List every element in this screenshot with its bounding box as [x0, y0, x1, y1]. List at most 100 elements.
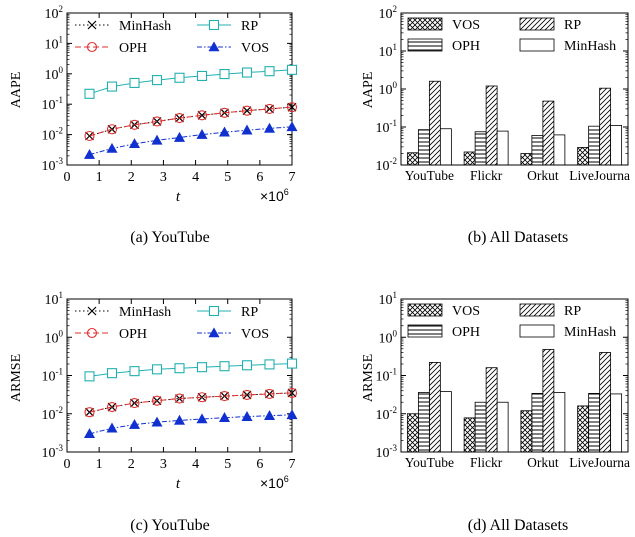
panel-d-bar-oph — [588, 393, 601, 453]
panel-c-vos-marker-triangle — [173, 414, 186, 425]
panel-a-minhash-marker-x — [242, 106, 252, 116]
panel-a-vos-marker-triangle — [196, 128, 208, 139]
panel-c-legend-label-vos: VOS — [241, 327, 269, 342]
panel-a-vos-marker-triangle — [83, 148, 96, 159]
panel-d-bar-minhash — [496, 401, 509, 453]
panel-a-vos-marker-triangle — [263, 122, 276, 133]
panel-a-xtick-label: 0 — [64, 170, 71, 185]
panel-a-rp-marker-square — [219, 69, 230, 80]
panel-c-multiplier-exp: 6 — [284, 474, 289, 484]
panel-c-ytick-label: 10-1 — [42, 367, 64, 385]
panel-d-legend-label-minhash: MinHash — [564, 325, 616, 340]
panel-a-multiplier-base: ×10 — [260, 188, 284, 204]
panel-c-oph-marker-circle — [286, 387, 298, 398]
panel-b-bar-oph — [474, 131, 487, 166]
panel-c-vos-marker-triangle — [83, 428, 96, 439]
panel-b-xtick-label: Orkut — [527, 168, 559, 183]
panel-a-vos-marker-triangle — [286, 121, 298, 132]
panel-a-xtick-label: 3 — [160, 170, 167, 185]
panel-a-rp-marker-square — [106, 81, 118, 92]
panel-c-caption: (c) YouTube — [130, 517, 209, 534]
panel-b-ytick-label: 100 — [379, 80, 398, 98]
panel-d-legend-label-rp: RP — [564, 304, 581, 319]
panel-d-legend-swatch-oph — [407, 324, 443, 338]
panel-b-ytick-label: 10-1 — [376, 118, 398, 136]
panel-c-legend-label-minhash: MinHash — [119, 305, 171, 320]
panel-c-vos-marker-triangle — [241, 411, 253, 421]
panel-c-rp-marker-square — [174, 363, 185, 374]
panel-a-oph-marker-circle — [286, 102, 298, 113]
panel-d-plot: 10-3 10-2 10-1 100 101 YouTube Flickr Orkut Live… — [376, 290, 630, 470]
panel-c-series-oph — [89, 392, 293, 413]
panel-a-xlabel: t — [176, 189, 181, 205]
panel-a-oph-marker-circle — [219, 107, 230, 118]
panel-a-xtick-label: 5 — [224, 170, 231, 185]
panel-d-legend-swatch-vos — [407, 303, 443, 317]
panel-b-bar-oph — [531, 135, 544, 166]
panel-d-caption: (d) All Datasets — [468, 517, 568, 534]
panel-b-bar-minhash — [439, 128, 452, 166]
panel-b-xtick-label: YouTube — [405, 168, 454, 183]
panel-c-legend-label-rp: RP — [241, 305, 258, 320]
panel-a-xtick-label: 7 — [289, 170, 296, 185]
panel-a-rp-marker-square — [286, 64, 298, 75]
panel-c-oph-marker-circle — [84, 407, 95, 418]
panel-d: 10-3 10-2 10-1 100 101 YouTube Flickr Orkut Live… — [361, 290, 630, 534]
panel-d-bar-oph — [474, 401, 487, 453]
panel-a-oph-marker-circle — [106, 124, 118, 135]
panel-c-xtick-label: 1 — [96, 457, 103, 472]
panel-d-xtick-label: LiveJourna — [569, 455, 630, 470]
panel-a-legend-vos-marker-triangle — [208, 41, 220, 52]
panel-c-vos-marker-triangle — [151, 416, 163, 427]
panel-c-rp-marker-square — [286, 358, 298, 369]
panel-d-bar-oph — [417, 392, 430, 453]
panel-c-series-rp — [89, 363, 293, 377]
panel-a-minhash-marker-x — [152, 117, 162, 126]
panel-a-rp-marker-square — [196, 70, 208, 81]
panel-c-series-minhash — [89, 392, 293, 413]
panel-a-oph-marker-circle — [174, 113, 185, 124]
panel-b-bar-minhash — [496, 130, 509, 166]
panel-c-ylabel: ARMSE — [9, 354, 24, 402]
panel-a-ylabel: AAPE — [9, 72, 24, 109]
panel-c-rp-marker-square — [264, 359, 275, 370]
panel-d-ytick-label: 101 — [379, 290, 398, 308]
panel-b-bar-vos — [463, 151, 476, 166]
panel-a-multiplier: ×106 — [260, 187, 289, 204]
panel-b-legend-label-oph: OPH — [452, 39, 480, 54]
panel-b-frame — [400, 12, 629, 166]
panel-a-xtick-label: 4 — [192, 170, 199, 185]
panel-c-rp-marker-square — [106, 368, 118, 379]
panel-a-oph-marker-circle — [264, 103, 275, 114]
panel-c-rp-marker-square — [151, 364, 163, 375]
panel-d-bar-minhash — [553, 392, 566, 453]
panel-a-vos-marker-triangle — [106, 142, 118, 153]
panel-a-legend-label-minhash: MinHash — [119, 19, 171, 34]
panel-d-ytick-label: 10-1 — [376, 367, 398, 385]
panel-b-bar-rp — [485, 85, 498, 166]
panel-b-bar-rp — [599, 87, 612, 166]
panel-a-series-minhash — [89, 106, 293, 137]
panel-a-series-oph — [89, 106, 293, 137]
panel-c-ytick-label: 101 — [45, 290, 64, 308]
panel-c-rp-marker-square — [196, 362, 208, 373]
panel-c-vos-marker-triangle — [128, 418, 141, 429]
panel-d-bar-oph — [531, 393, 544, 453]
panel-c-frame — [66, 298, 293, 453]
panel-b-legend-swatch-rp — [519, 17, 555, 31]
panel-c-legend-oph-marker-circle — [86, 327, 98, 339]
panel-b-bar-minhash — [610, 125, 623, 166]
panel-a-series-rp — [89, 69, 293, 95]
panel-c-xtick-label: 7 — [289, 457, 296, 472]
panel-a-oph-marker-circle — [151, 116, 163, 127]
panel-b-bar-oph — [588, 125, 601, 166]
panel-d-bar-rp — [485, 367, 498, 453]
panel-b-legend-swatch-vos — [407, 17, 443, 31]
panel-c-vos-marker-triangle — [286, 409, 298, 420]
panel-a-legend-rp-marker-square — [208, 19, 220, 31]
panel-b-ytick-label: 10-2 — [376, 156, 398, 174]
panel-c-xtick-label: 3 — [160, 457, 167, 472]
panel-c-oph-marker-circle — [106, 401, 118, 413]
panel-b-plot: 10-2 10-1 100 101 102 YouTube Flickr Orkut LiveJ… — [376, 4, 630, 183]
